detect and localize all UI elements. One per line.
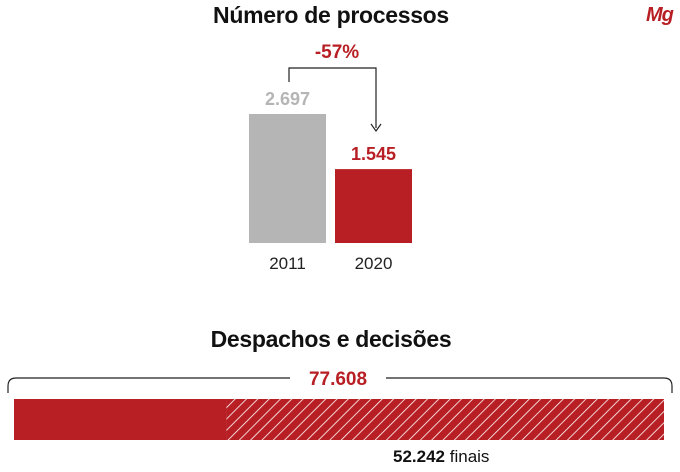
value-label-2020: 1.545 (351, 144, 396, 164)
finais-value: 52.242 (393, 447, 445, 466)
change-label: -57% (315, 42, 359, 63)
total-bracket (7, 377, 673, 393)
arrow-head-icon (370, 123, 382, 133)
bar-2020 (335, 169, 412, 243)
value-label-2011: 2.697 (265, 89, 310, 109)
bar-segment-finais (226, 399, 664, 440)
total-label: 77.608 (309, 369, 367, 390)
category-label-2011: 2011 (269, 254, 306, 273)
bar-segment-solid (14, 399, 227, 440)
brand-logo: Mg (646, 4, 674, 26)
finais-label: 52.242 finais (393, 447, 489, 467)
category-label-2020: 2020 (355, 254, 393, 273)
chart-title-processos: Número de processos (213, 2, 449, 28)
chart-title-despachos: Despachos e decisões (210, 326, 452, 352)
finais-text: finais (449, 447, 490, 466)
change-arrow (288, 67, 377, 128)
bar-2011 (249, 114, 326, 243)
